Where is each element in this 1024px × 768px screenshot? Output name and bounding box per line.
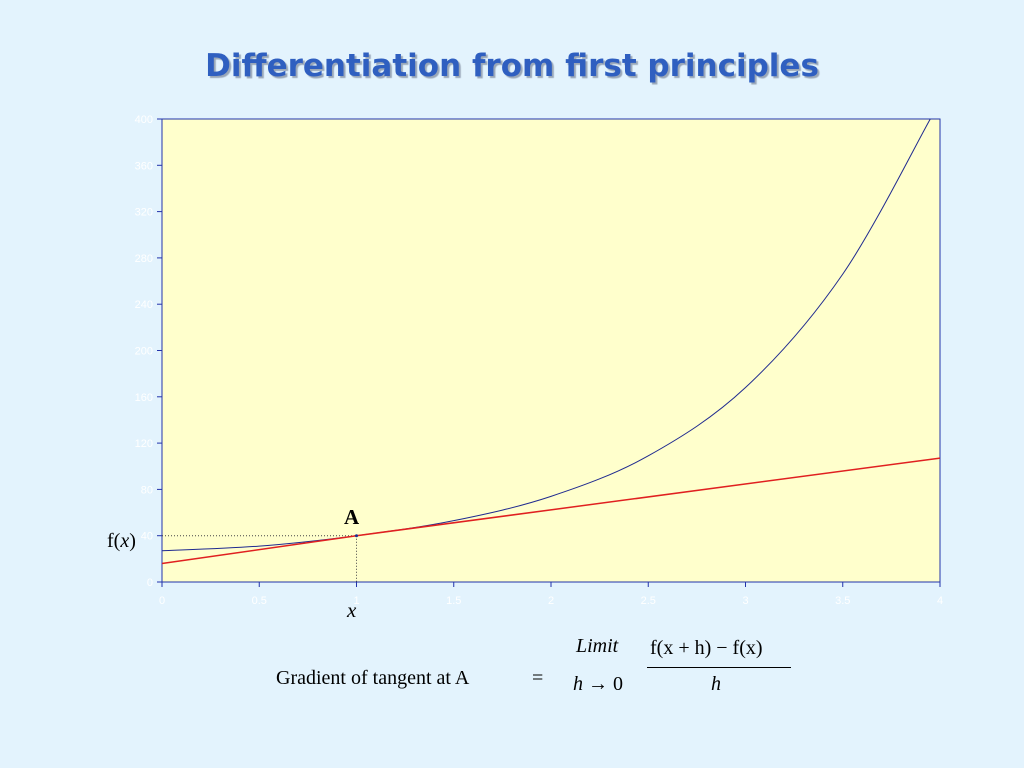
y-tick-label: 200 (135, 346, 153, 358)
limit-arrow: → (588, 673, 608, 695)
x-tick-label: 2 (548, 595, 554, 607)
y-tick-label: 240 (135, 299, 153, 311)
slide-title: Differentiation from first principles (205, 48, 819, 84)
x-tick-label: 4 (937, 595, 943, 607)
limit-value: 0 (613, 673, 623, 695)
y-tick-label: 0 (147, 577, 153, 589)
fx-suffix: ) (129, 530, 136, 552)
y-tick-label: 80 (141, 484, 153, 496)
x-tick-label: 2.5 (641, 595, 656, 607)
fx-variable: x (120, 530, 130, 552)
x-tick-label: 0 (159, 595, 165, 607)
x-tick-label: 1.5 (446, 595, 461, 607)
y-tick-label: 400 (135, 114, 153, 126)
curve-line (161, 118, 931, 552)
limit-condition: h → 0 (573, 673, 623, 696)
y-tick-label: 360 (135, 160, 153, 172)
equals-sign: = (532, 667, 544, 689)
gradient-description: Gradient of tangent at A (276, 667, 470, 689)
y-tick-label: 160 (135, 392, 153, 404)
y-tick-label: 120 (135, 438, 153, 450)
fraction-denominator: h (711, 673, 721, 695)
x-tick-label: 0.5 (252, 595, 267, 607)
y-tick-label: 40 (141, 531, 153, 543)
y-tick-label: 280 (135, 253, 153, 265)
plot-area (161, 118, 941, 583)
fx-axis-label: f(x) (107, 530, 136, 553)
x-tick-label: 1 (353, 595, 359, 607)
limit-word: Limit (576, 635, 619, 657)
point-a-label: A (344, 505, 360, 529)
point-a-marker (355, 534, 358, 538)
x-tick-label: 3.5 (835, 595, 850, 607)
fraction-bar (647, 667, 791, 668)
x-axis-marker-label: x (347, 598, 357, 622)
y-tick-label: 320 (135, 207, 153, 219)
fx-prefix: f( (107, 530, 121, 552)
fraction-numerator: f(x + h) − f(x) (650, 637, 763, 659)
limit-variable: h (573, 673, 583, 695)
x-tick-label: 3 (742, 595, 748, 607)
